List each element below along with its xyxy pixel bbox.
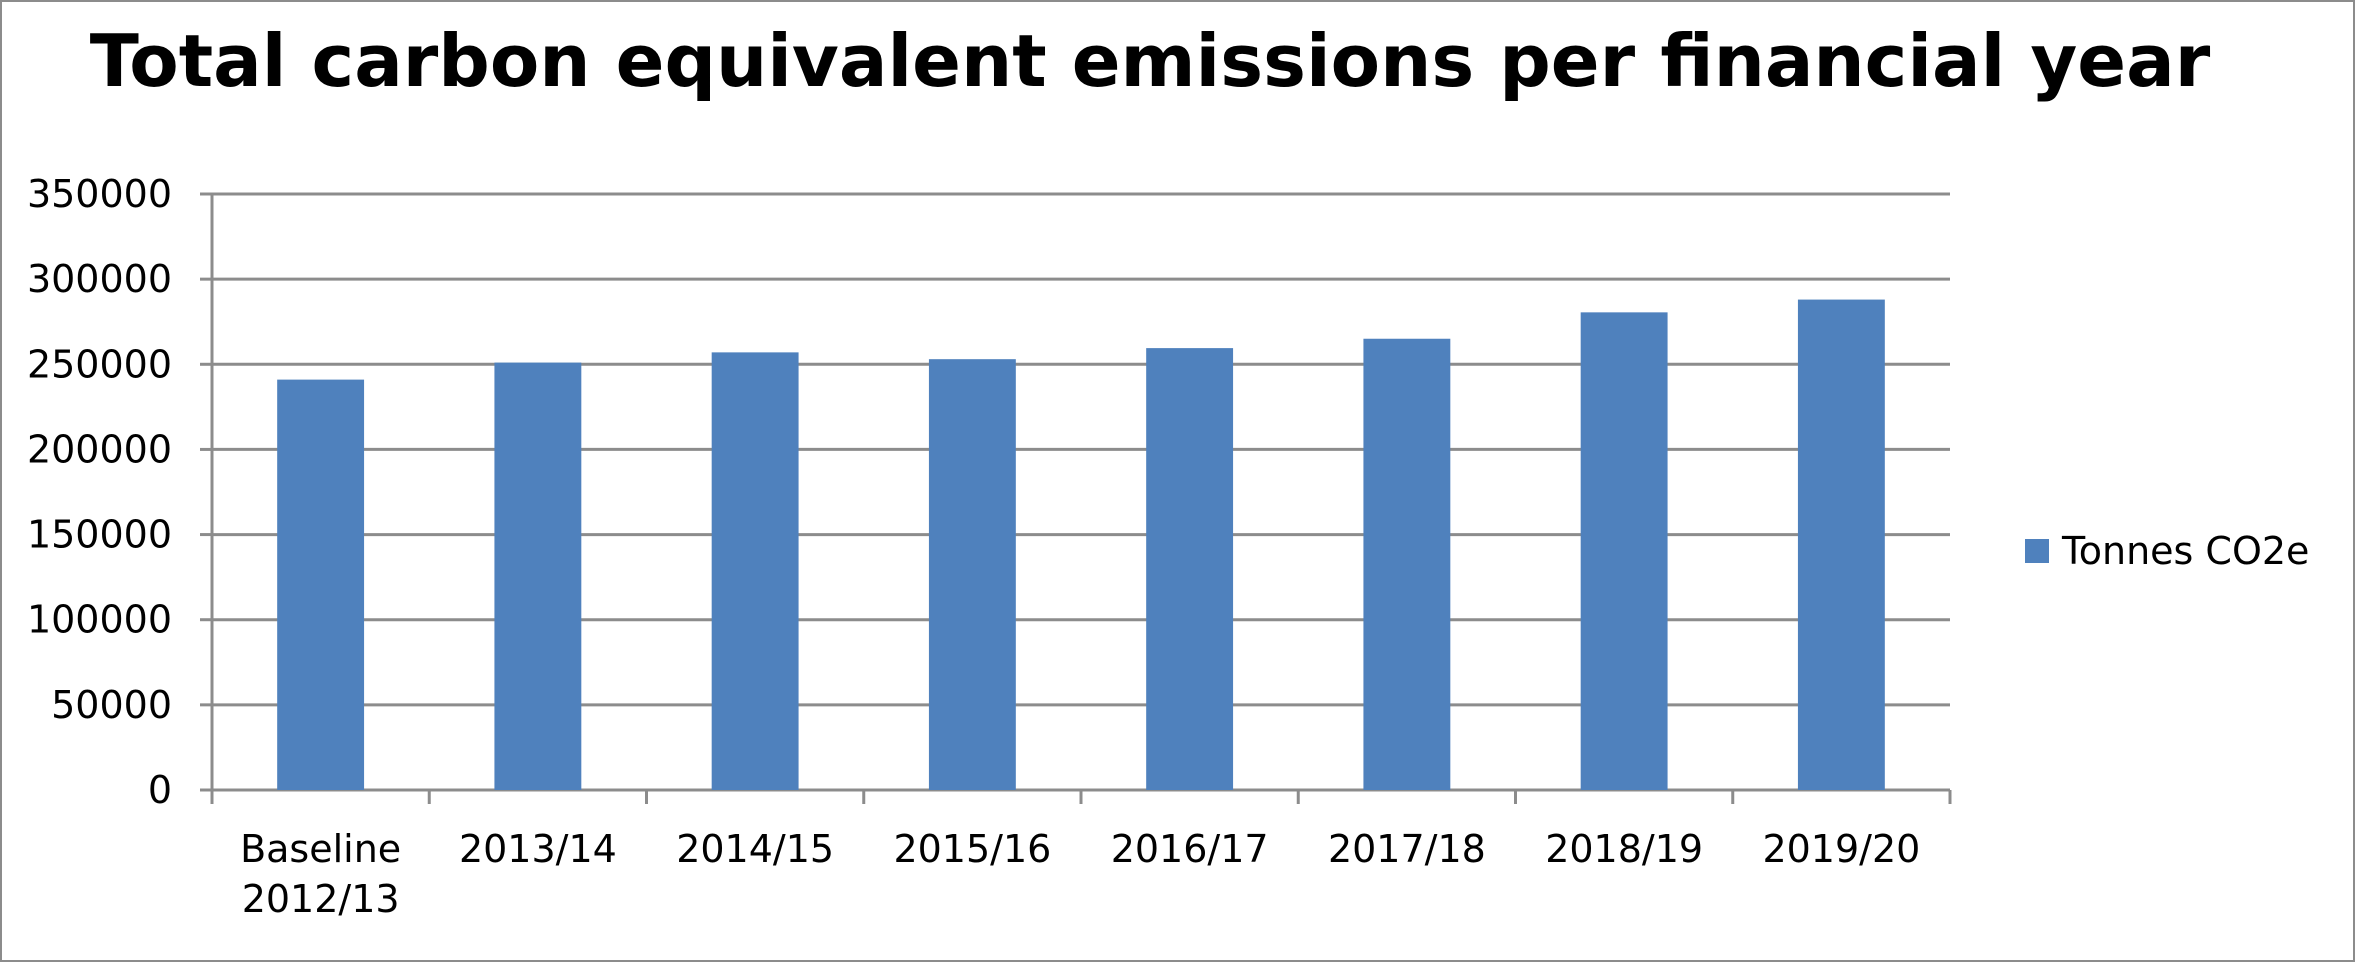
x-tick-label: Baseline [240,827,401,871]
y-tick-label: 0 [148,768,172,812]
bars [277,299,1885,790]
x-tick-label: 2016/17 [1111,827,1269,871]
y-tick-label: 50000 [51,683,172,727]
y-tick-label: 250000 [27,342,172,386]
y-tick-label: 150000 [27,513,172,557]
bar [1363,338,1451,790]
y-tick-label: 350000 [27,172,172,216]
gridlines [212,192,1950,707]
axes [200,192,1952,804]
y-tick-label: 100000 [27,598,172,642]
x-tick-label: 2017/18 [1328,827,1486,871]
x-tick-label: 2018/19 [1545,827,1703,871]
y-tick-label: 200000 [27,427,172,471]
chart-title: Total carbon equivalent emissions per fi… [90,19,2211,103]
x-tick-label: 2014/15 [676,827,834,871]
bar [277,379,365,790]
bar [1797,299,1885,790]
bar [711,352,799,790]
legend: Tonnes CO2e [2025,529,2309,573]
legend-swatch [2025,539,2049,563]
x-tick-label: 2013/14 [459,827,617,871]
x-tick-labels: Baseline 2012/13 2013/14 2014/15 2015/16 2016… [240,827,1920,921]
bar [1146,348,1234,790]
y-tick-label: 300000 [27,257,172,301]
legend-label: Tonnes CO2e [2061,529,2309,573]
x-tick-label: 2015/16 [893,827,1051,871]
x-tick-label: 2012/13 [242,877,400,921]
y-tick-labels: 0 50000 100000 150000 200000 250000 300000 3500… [27,172,172,812]
x-tick-label: 2019/20 [1762,827,1920,871]
bar [494,362,582,790]
bar [1580,312,1668,790]
bar [928,359,1016,790]
